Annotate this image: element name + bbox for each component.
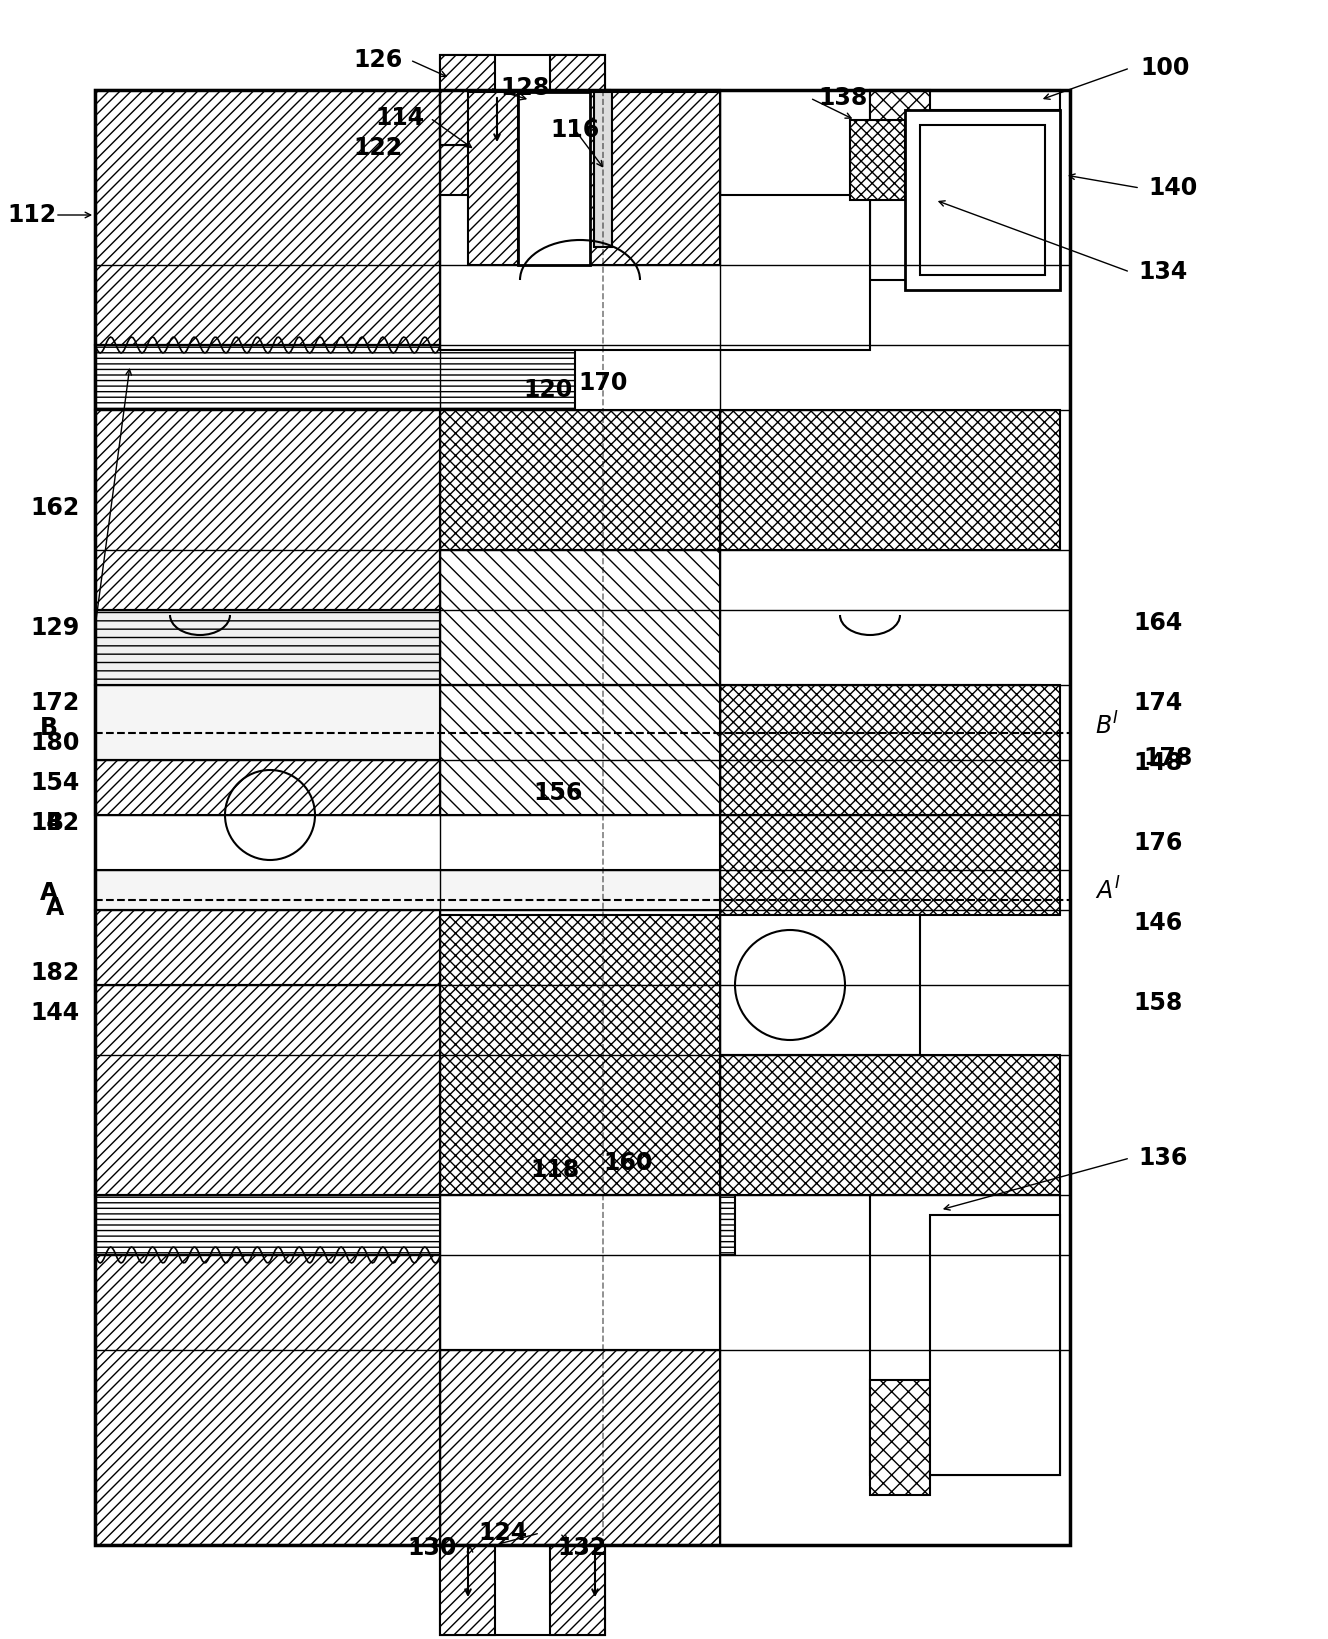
Bar [96,410,440,610]
Bar [550,56,606,144]
Bar [720,1056,1060,1195]
Bar [440,1546,606,1636]
Bar [930,110,1060,270]
Bar [96,90,1070,1546]
Bar [440,1351,720,1546]
Bar [870,1380,930,1495]
Text: B: B [46,811,64,834]
Bar [594,92,612,247]
Text: 144: 144 [31,1001,80,1024]
Bar [930,1214,1060,1475]
Text: 180: 180 [31,731,80,756]
Text: 100: 100 [1141,56,1190,80]
Bar [720,815,1060,915]
Bar [720,410,1060,551]
Bar [96,90,440,344]
Bar [96,1255,440,1546]
Text: 116: 116 [550,118,600,143]
Text: 178: 178 [1143,746,1193,770]
Text: $B^I$: $B^I$ [1096,713,1120,739]
Bar [96,985,440,1195]
Bar [96,344,575,410]
Bar [96,685,1040,760]
Bar [440,1546,495,1636]
Text: 126: 126 [353,48,402,72]
Bar [518,92,590,266]
Text: 136: 136 [1138,1146,1187,1170]
Text: 146: 146 [1133,911,1183,934]
Bar [440,551,720,685]
Bar [96,1195,734,1255]
Bar [440,195,870,351]
Text: 128: 128 [501,75,550,100]
Text: 170: 170 [578,370,628,395]
Bar [440,56,606,144]
Bar [440,90,720,266]
Bar [850,120,904,200]
Bar [96,870,1040,910]
Text: 148: 148 [1133,751,1183,775]
Bar [96,760,440,815]
Text: 156: 156 [534,782,583,805]
Text: 154: 154 [31,770,80,795]
Text: 112: 112 [8,203,57,226]
Bar [590,92,720,266]
Text: 134: 134 [1138,261,1187,284]
Text: A: A [40,882,58,905]
Bar [440,685,720,815]
Bar [440,410,720,551]
Text: 176: 176 [1133,831,1183,856]
Bar [96,344,440,539]
Text: 142: 142 [31,811,80,834]
Bar [440,1195,720,1351]
Text: 172: 172 [31,692,80,715]
Text: 124: 124 [478,1521,527,1546]
Bar [440,915,720,1195]
Text: 122: 122 [353,136,402,161]
Text: 129: 129 [31,616,80,639]
Text: B: B [40,716,58,739]
Text: 164: 164 [1133,611,1183,634]
Text: 132: 132 [558,1536,607,1560]
Bar [590,90,610,266]
Bar [870,90,930,190]
Text: 130: 130 [408,1536,457,1560]
Bar [590,90,720,266]
Text: 120: 120 [523,379,572,402]
Text: 174: 174 [1133,692,1183,715]
Bar [467,92,518,266]
Bar [904,110,1060,290]
Bar [550,1546,606,1636]
Text: A: A [46,897,64,919]
Text: $A^I$: $A^I$ [1096,879,1121,905]
Bar [96,610,440,685]
Text: 160: 160 [603,1151,652,1175]
Bar [96,910,440,985]
Bar [920,125,1045,275]
Bar [870,90,1060,280]
Text: 182: 182 [31,960,80,985]
Bar [440,56,495,144]
Text: 114: 114 [376,107,425,129]
Bar [720,915,920,1056]
Text: 158: 158 [1133,992,1183,1015]
Bar [720,685,1060,815]
Text: 118: 118 [530,1159,579,1182]
Bar [870,1195,1060,1475]
Bar [440,90,590,266]
Text: 162: 162 [31,497,80,520]
Text: 140: 140 [1149,175,1198,200]
Text: 138: 138 [818,85,867,110]
